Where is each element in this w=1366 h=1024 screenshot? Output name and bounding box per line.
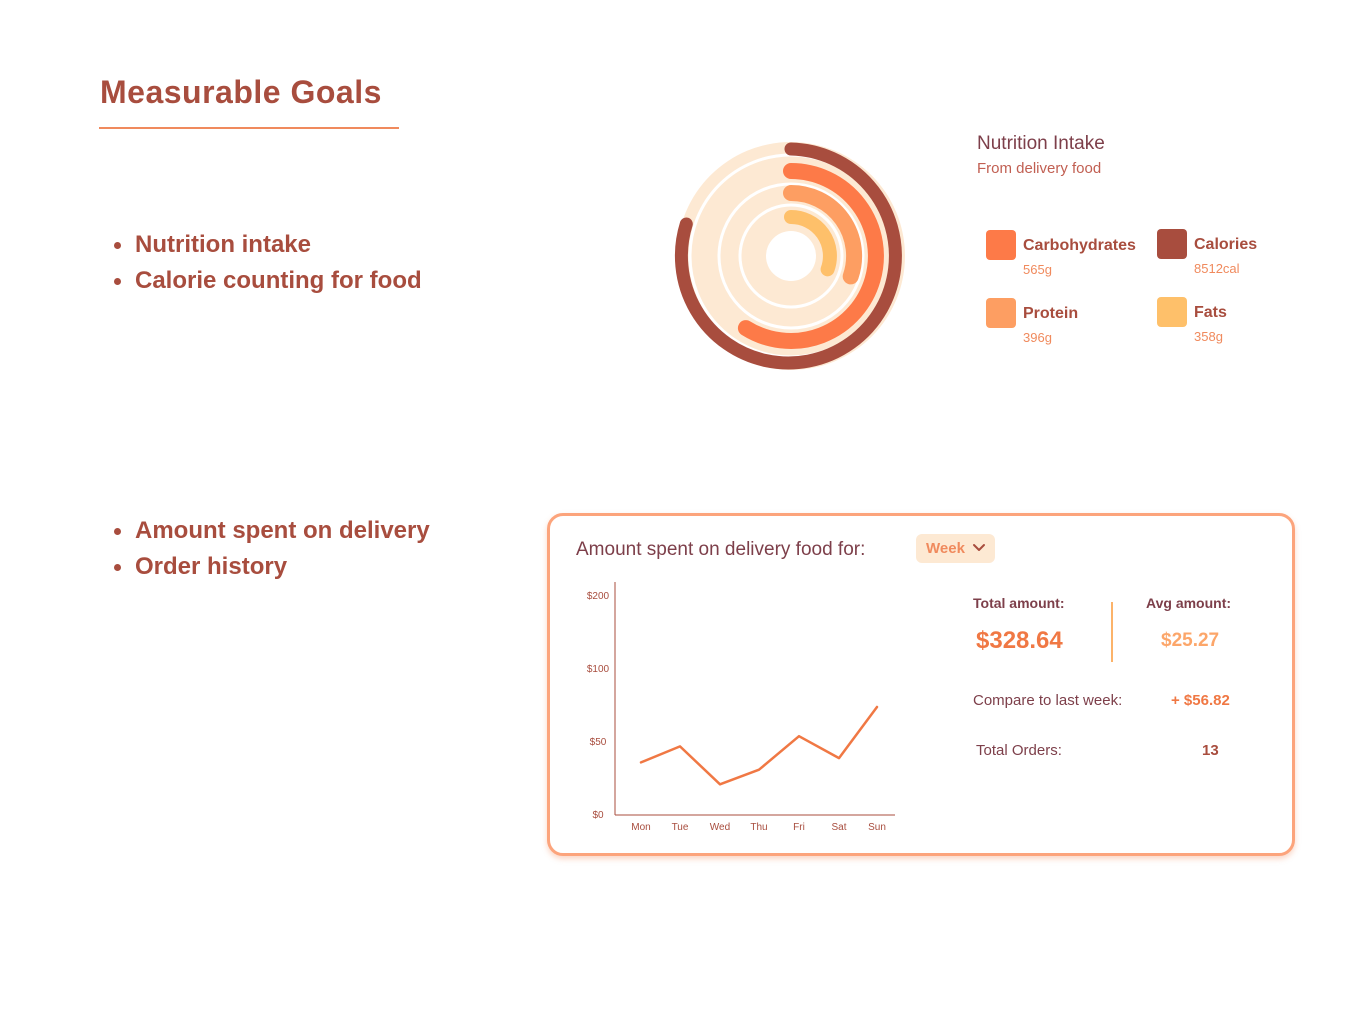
goal-item: Amount spent on delivery bbox=[112, 513, 430, 549]
stats-divider bbox=[1111, 602, 1113, 662]
nutrition-title: Nutrition Intake bbox=[977, 133, 1105, 154]
rings-center-hole bbox=[766, 231, 816, 281]
compare-value: + $56.82 bbox=[1171, 692, 1230, 709]
legend-value: 358g bbox=[1194, 329, 1223, 344]
legend-value: 565g bbox=[1023, 262, 1052, 277]
ring-calories bbox=[674, 142, 902, 370]
ring-carbohydrates bbox=[737, 163, 884, 349]
x-tick-label: Mon bbox=[631, 822, 650, 833]
legend-name: Protein bbox=[1023, 305, 1079, 322]
x-tick-label: Fri bbox=[793, 822, 805, 833]
goal-item: Calorie counting for food bbox=[112, 263, 422, 299]
nutrition-subtitle: From delivery food bbox=[977, 160, 1102, 177]
legend-name: Carbohydrates bbox=[1023, 237, 1136, 254]
goals-list-nutrition: Nutrition intake Calorie counting for fo… bbox=[112, 227, 422, 299]
spending-title: Amount spent on delivery food for: bbox=[576, 539, 866, 560]
legend-value: 8512cal bbox=[1194, 261, 1240, 276]
period-dropdown-label: Week bbox=[926, 540, 965, 557]
y-tick-label: $0 bbox=[592, 810, 604, 821]
series-line bbox=[639, 705, 879, 786]
legend-name: Calories bbox=[1194, 236, 1258, 253]
legend-swatch bbox=[986, 298, 1016, 328]
legend-swatch bbox=[986, 230, 1016, 260]
chevron-down-icon bbox=[973, 544, 985, 551]
legend-value: 396g bbox=[1023, 330, 1052, 345]
total-orders-value: 13 bbox=[1202, 742, 1219, 759]
spending-line-chart: $0 $50 $100 $200 Mon Tue Wed Thu Fri Sat Sun bbox=[587, 582, 895, 833]
total-amount-label: Total amount: bbox=[973, 595, 1065, 611]
total-orders-label: Total Orders: bbox=[976, 742, 1062, 759]
y-tick-label: $100 bbox=[587, 664, 610, 675]
avg-amount-value: $25.27 bbox=[1161, 630, 1220, 651]
x-tick-label: Thu bbox=[750, 822, 767, 833]
legend-swatch bbox=[1157, 297, 1187, 327]
y-tick-label: $50 bbox=[590, 737, 607, 748]
goals-list-spending: Amount spent on delivery Order history bbox=[112, 513, 430, 585]
legend-name: Fats bbox=[1194, 304, 1227, 321]
period-dropdown[interactable]: Week bbox=[916, 534, 995, 563]
ring-fats bbox=[784, 210, 837, 277]
avg-amount-label: Avg amount: bbox=[1146, 595, 1232, 611]
x-tick-label: Tue bbox=[672, 822, 689, 833]
compare-label: Compare to last week: bbox=[973, 692, 1123, 709]
total-amount-value: $328.64 bbox=[976, 627, 1063, 654]
y-tick-label: $200 bbox=[587, 591, 610, 602]
x-tick-label: Wed bbox=[710, 822, 730, 833]
goal-item: Nutrition intake bbox=[112, 227, 422, 263]
x-tick-label: Sat bbox=[831, 822, 846, 833]
title-underline bbox=[99, 127, 399, 129]
ring-protein bbox=[783, 184, 863, 285]
goal-item: Order history bbox=[112, 549, 430, 585]
nutrition-rings-chart bbox=[674, 142, 905, 370]
ring-gap-middle bbox=[717, 182, 865, 330]
legend-swatch bbox=[1157, 229, 1187, 259]
spending-card: Amount spent on delivery food for: Week … bbox=[547, 513, 1295, 856]
ring-gap-inner bbox=[738, 203, 844, 309]
x-tick-label: Sun bbox=[868, 822, 886, 833]
page-title: Measurable Goals bbox=[100, 74, 382, 110]
